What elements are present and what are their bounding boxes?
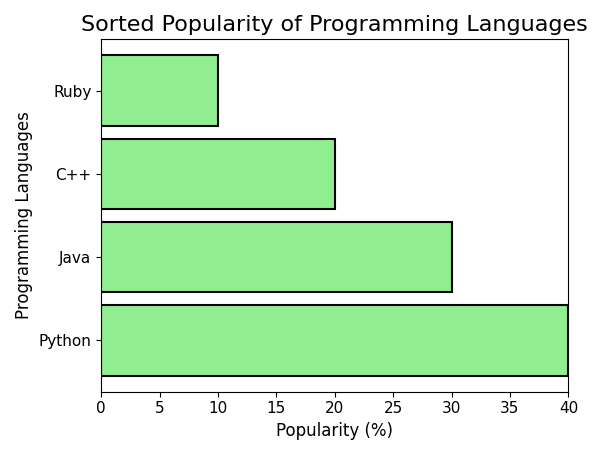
Bar (101, 222, 451, 293)
Bar (101, 56, 218, 126)
Bar (101, 139, 335, 209)
X-axis label: Popularity (%): Popularity (%) (276, 422, 393, 440)
Y-axis label: Programming Languages: Programming Languages (15, 111, 33, 319)
Title: Sorted Popularity of Programming Languages: Sorted Popularity of Programming Languag… (81, 15, 588, 35)
Bar (101, 305, 568, 376)
